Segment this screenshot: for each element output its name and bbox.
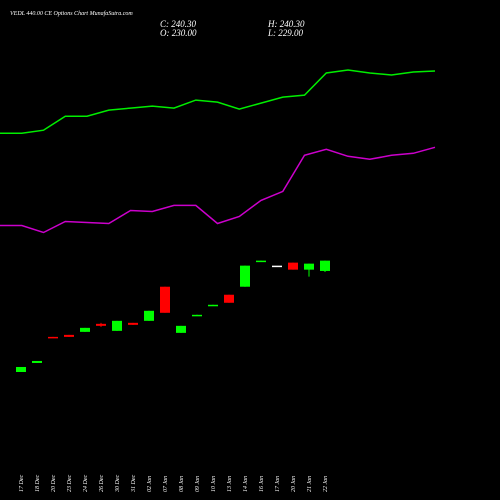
x-tick-label: 09 Jan — [195, 476, 201, 492]
candle-body — [16, 366, 26, 372]
candle-body — [240, 265, 250, 287]
quote-close: C: 240.30 — [160, 19, 197, 29]
candle-body — [48, 336, 58, 339]
x-tick-label: 14 Jan — [242, 476, 249, 492]
indicator-line — [0, 69, 436, 134]
x-tick-label: 10 Jan — [211, 476, 217, 492]
x-tick-label: 18 Dec — [35, 475, 41, 492]
x-tick-label: 24 Dec — [82, 475, 89, 492]
candle-body — [256, 260, 266, 263]
x-tick-label: 07 Jan — [163, 476, 169, 492]
candle-body — [176, 325, 186, 333]
candle-body — [208, 304, 218, 307]
x-tick-label: 23 Dec — [67, 475, 73, 492]
quote-open: O: 230.00 — [160, 28, 197, 38]
x-tick-label: 20 Jan — [291, 476, 297, 492]
candle-body — [304, 263, 314, 270]
candle-body — [32, 360, 42, 363]
x-tick-label: 13 Jan — [227, 476, 233, 492]
candle-body — [112, 320, 122, 331]
candle-body — [80, 327, 90, 332]
x-tick-label: 21 Jan — [307, 476, 313, 492]
candle-body — [128, 322, 138, 325]
indicator-line — [0, 146, 436, 234]
candle-body — [192, 314, 202, 317]
x-tick-label: 31 Dec — [131, 475, 137, 493]
x-tick-label: 02 Jan — [147, 476, 153, 492]
candle-body — [160, 286, 170, 313]
candle-body — [224, 294, 234, 303]
quote-low: L: 229.00 — [267, 28, 304, 38]
candle-body — [272, 265, 282, 268]
x-tick-label: 08 Jan — [179, 476, 185, 492]
x-tick-label: 22 Jan — [323, 476, 329, 492]
x-tick-label: 20 Dec — [51, 475, 57, 492]
x-tick-label: 17 Jan — [275, 476, 281, 492]
x-tick-label: 30 Dec — [115, 475, 121, 493]
x-tick-label: 16 Jan — [259, 476, 265, 492]
chart-title: VEDL 440.00 CE Options Chart MunafaSutra… — [10, 10, 133, 17]
candle-body — [64, 334, 74, 337]
candle-body — [144, 310, 154, 321]
quote-high: H: 240.30 — [267, 19, 305, 29]
candle-body — [320, 260, 330, 271]
candle-body — [288, 262, 298, 270]
x-tick-label: 26 Dec — [99, 475, 105, 492]
x-tick-label: 17 Dec — [19, 475, 25, 492]
candle-body — [96, 323, 106, 326]
